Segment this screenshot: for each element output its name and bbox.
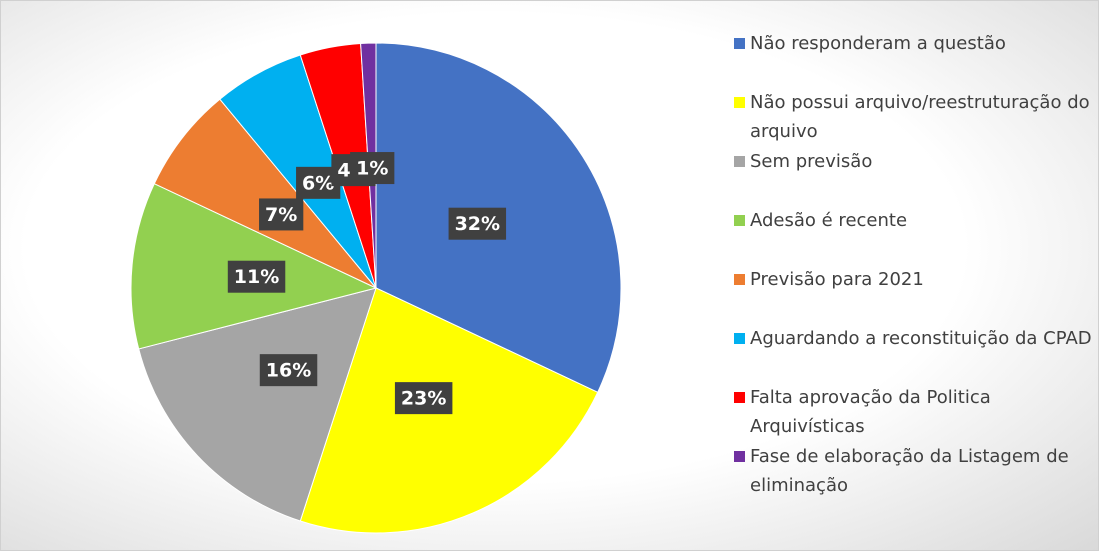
data-label-box bbox=[448, 207, 507, 240]
legend-swatch bbox=[734, 38, 745, 49]
data-label-box bbox=[394, 382, 453, 415]
legend-label: Falta aprovação da Politica Arquivística… bbox=[750, 387, 991, 437]
data-label: 32% bbox=[455, 213, 500, 235]
legend-item: Adesão é recente bbox=[734, 206, 1098, 235]
legend-swatch bbox=[734, 333, 745, 344]
legend-label: Sem previsão bbox=[750, 151, 873, 172]
legend-label: Não responderam a questão bbox=[750, 33, 1006, 54]
legend-swatch bbox=[734, 97, 745, 108]
legend-label: Não possui arquivo/reestruturação do arq… bbox=[750, 92, 1090, 142]
legend-label: Adesão é recente bbox=[750, 210, 908, 231]
legend-item: Fase de elaboração da Listagem de elimin… bbox=[734, 442, 1098, 500]
data-label-box bbox=[350, 152, 395, 185]
legend-item: Não responderam a questão bbox=[734, 29, 1098, 58]
legend-swatch bbox=[734, 392, 745, 403]
data-label: 23% bbox=[401, 388, 446, 410]
data-label: 7% bbox=[265, 204, 297, 226]
legend-item: Previsão para 2021 bbox=[734, 265, 1098, 294]
legend-item: Não possui arquivo/reestruturação do arq… bbox=[734, 88, 1098, 146]
legend-label: Previsão para 2021 bbox=[750, 269, 924, 290]
pie-slice bbox=[153, 98, 377, 289]
data-label-box bbox=[259, 354, 318, 387]
legend-swatch bbox=[734, 451, 745, 462]
data-label: 6% bbox=[302, 172, 334, 194]
data-label-box bbox=[259, 198, 304, 231]
legend-item: Aguardando a reconstituição da CPAD bbox=[734, 324, 1098, 353]
data-label: 16% bbox=[266, 360, 311, 382]
legend-swatch bbox=[734, 215, 745, 226]
legend-swatch bbox=[734, 156, 745, 167]
pie-slice bbox=[138, 287, 377, 522]
data-label: 1% bbox=[356, 158, 388, 180]
legend-item: Sem previsão bbox=[734, 147, 1098, 176]
legend-item: Falta aprovação da Politica Arquivística… bbox=[734, 383, 1098, 441]
legend-swatch bbox=[734, 274, 745, 285]
legend-label: Aguardando a reconstituição da CPAD bbox=[750, 328, 1092, 349]
legend-label: Fase de elaboração da Listagem de elimin… bbox=[750, 446, 1069, 496]
data-label-box bbox=[227, 260, 286, 293]
data-label: 11% bbox=[234, 266, 279, 288]
